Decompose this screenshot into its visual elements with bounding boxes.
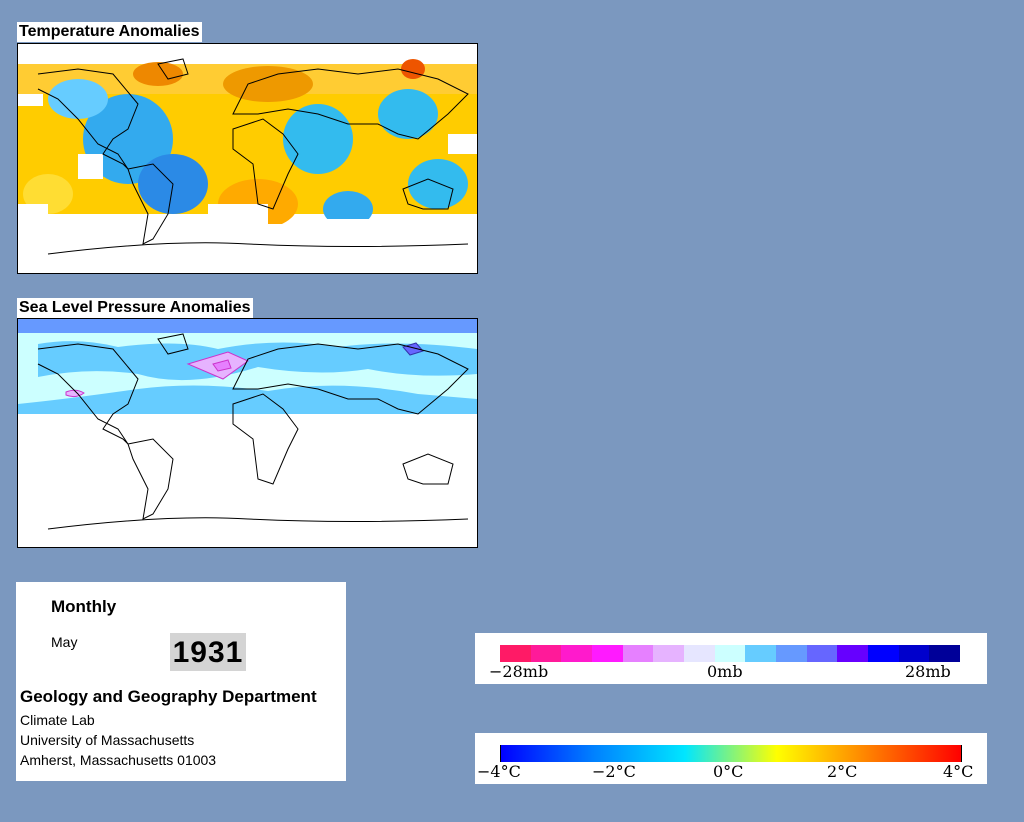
temperature-color-scale: −4°C −2°C 0°C 2°C 4°C [475, 733, 987, 784]
university-name: University of Massachusetts [20, 732, 195, 748]
pressure-anomaly-map [17, 318, 478, 548]
pressure-map-title: Sea Level Pressure Anomalies [17, 298, 253, 318]
pressure-swatch-12 [868, 645, 899, 662]
temp-scale-label-minus2: −2°C [592, 762, 636, 781]
temperature-anomaly-map [17, 43, 478, 274]
pressure-scale-max-label: 28mb [905, 662, 951, 681]
pressure-swatch-9 [776, 645, 807, 662]
pressure-swatch-2 [561, 645, 593, 662]
temperature-color-bar [500, 745, 962, 762]
lab-name: Climate Lab [20, 712, 95, 728]
period-label: Monthly [51, 597, 117, 616]
pressure-swatch-6 [684, 645, 715, 662]
temp-scale-label-4: 4°C [943, 762, 974, 781]
pressure-swatch-7 [714, 645, 746, 662]
pressure-swatch-3 [592, 645, 623, 662]
pressure-swatch-11 [837, 645, 869, 662]
pressure-swatch-13 [898, 645, 930, 662]
temp-scale-label-0: 0°C [713, 762, 744, 781]
pressure-swatch-5 [653, 645, 685, 662]
pressure-scale-min-label: −28mb [489, 662, 549, 681]
address: Amherst, Massachusetts 01003 [20, 752, 217, 768]
temp-scale-label-2: 2°C [827, 762, 858, 781]
department-name: Geology and Geography Department [20, 687, 317, 706]
pressure-color-bar [500, 645, 961, 662]
pressure-scale-mid-label: 0mb [707, 662, 743, 681]
pressure-swatch-10 [806, 645, 838, 662]
temperature-map-title: Temperature Anomalies [17, 22, 202, 42]
pressure-swatch-14 [929, 645, 961, 662]
pressure-swatch-4 [622, 645, 654, 662]
info-panel: Monthly May 1931 Geology and Geography D… [16, 582, 346, 781]
pressure-swatch-1 [530, 645, 562, 662]
temp-scale-label-minus4: −4°C [477, 762, 521, 781]
year-display: 1931 [170, 633, 246, 671]
month-label: May [51, 634, 78, 650]
pressure-color-scale: −28mb 0mb 28mb [475, 633, 987, 684]
pressure-swatch-8 [745, 645, 777, 662]
pressure-swatch-0 [500, 645, 531, 662]
